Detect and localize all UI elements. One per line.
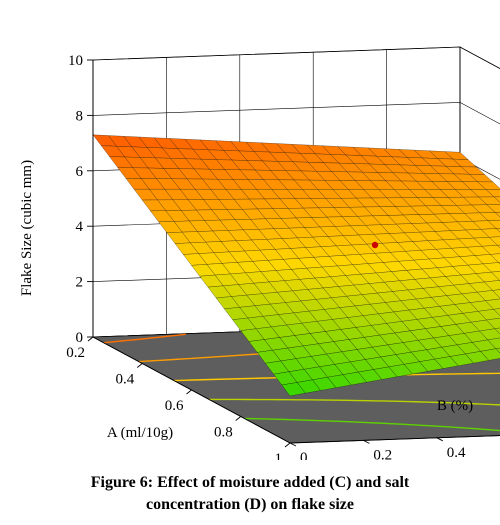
z-tick-label: 10 bbox=[68, 53, 83, 69]
figure-caption: Figure 6: Effect of moisture added (C) a… bbox=[0, 472, 500, 516]
x-axis-label: A (ml/10g) bbox=[107, 425, 173, 441]
z-tick-label: 4 bbox=[76, 219, 84, 235]
wall-gridline bbox=[459, 46, 500, 69]
x-tick bbox=[235, 416, 242, 421]
x-tick bbox=[136, 363, 143, 368]
z-tick-label: 8 bbox=[76, 108, 84, 124]
y-tick-label: 0.4 bbox=[447, 445, 466, 460]
wall-gridline bbox=[459, 102, 500, 125]
z-tick-label: 0 bbox=[76, 330, 84, 346]
y-tick bbox=[289, 442, 297, 447]
y-axis-line bbox=[289, 435, 500, 444]
contour-line bbox=[244, 417, 500, 432]
z-tick-label: 2 bbox=[76, 275, 84, 291]
wall-gridline bbox=[92, 102, 461, 116]
surface-cell bbox=[281, 382, 306, 397]
x-tick-label: 1 bbox=[275, 451, 283, 460]
y-tick-label: 0 bbox=[300, 450, 308, 460]
z-axis-label: Flake Size (cubic mm) bbox=[19, 160, 35, 296]
y-tick bbox=[436, 437, 444, 442]
caption-line-2: concentration (D) on flake size bbox=[146, 496, 354, 513]
x-tick bbox=[284, 442, 291, 448]
y-tick bbox=[363, 439, 370, 444]
wall-gridline bbox=[92, 46, 461, 61]
y-tick-label: 0.2 bbox=[373, 447, 392, 460]
caption-line-1: Figure 6: Effect of moisture added (C) a… bbox=[90, 474, 410, 491]
contour-line bbox=[103, 333, 186, 344]
y-axis-label: B (%) bbox=[437, 398, 473, 414]
wall-gridline bbox=[459, 157, 500, 180]
x-tick bbox=[186, 389, 192, 395]
response-surface bbox=[92, 134, 500, 397]
x-tick-label: 0.8 bbox=[214, 425, 233, 441]
x-tick-label: 0.2 bbox=[66, 345, 85, 361]
x-tick-label: 0.4 bbox=[116, 372, 135, 388]
contour-line bbox=[209, 398, 500, 406]
design-point bbox=[371, 241, 379, 249]
x-tick bbox=[87, 336, 94, 342]
x-tick-label: 0.6 bbox=[165, 398, 184, 414]
z-tick-label: 6 bbox=[76, 164, 84, 180]
